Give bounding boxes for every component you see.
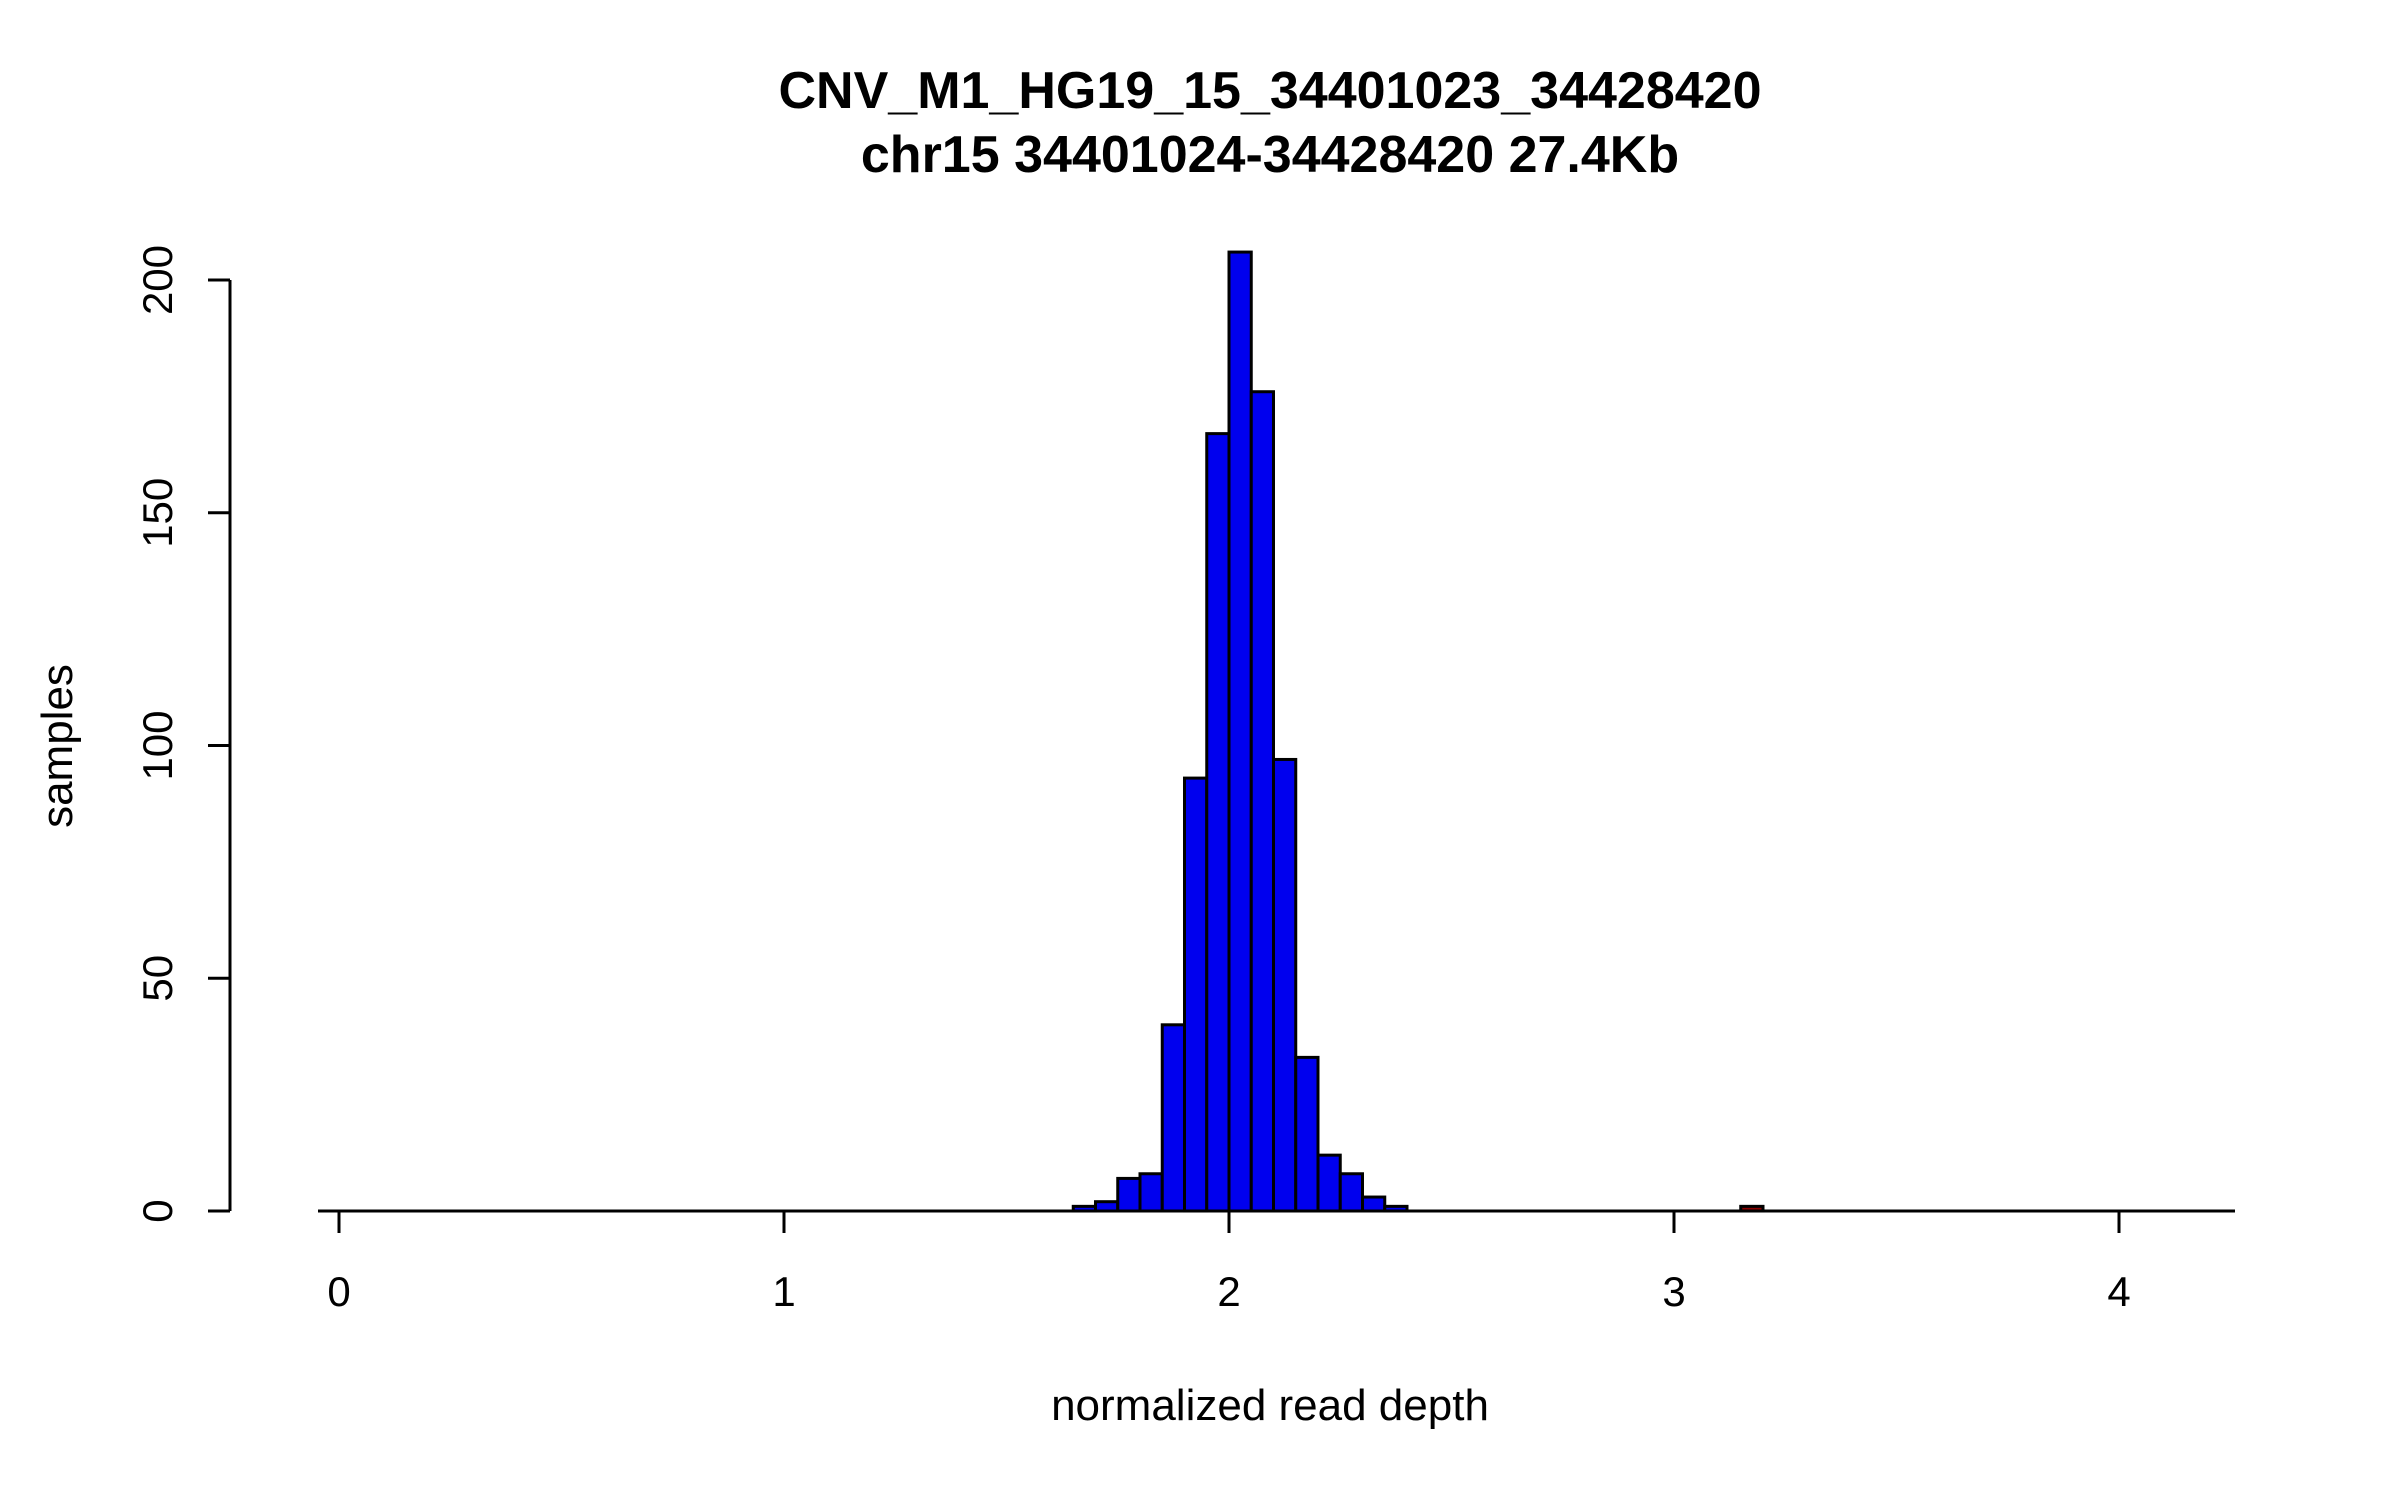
y-axis: 0 50 100 150 200 — [134, 245, 232, 1223]
histogram-bar — [1361, 1195, 1387, 1213]
x-tick-label: 2 — [1217, 1268, 1240, 1315]
histogram-bar — [1116, 1176, 1142, 1213]
x-axis: 0 1 2 3 4 — [318, 1209, 2235, 1315]
x-tick-label: 4 — [2107, 1268, 2130, 1315]
y-tick-label: 150 — [134, 478, 181, 548]
histogram-bar — [1138, 1172, 1164, 1213]
histogram-bar — [1205, 432, 1231, 1213]
y-tick-label: 50 — [134, 955, 181, 1002]
histogram-bar — [1316, 1153, 1342, 1213]
x-tick-label: 0 — [327, 1268, 350, 1315]
y-tick-label: 0 — [134, 1199, 181, 1222]
histogram-bar — [1183, 776, 1209, 1213]
y-tick-label: 100 — [134, 710, 181, 780]
y-axis-label: samples — [33, 664, 82, 828]
chart-subtitle: chr15 34401024-34428420 27.4Kb — [861, 126, 1679, 184]
histogram-bar — [1338, 1172, 1364, 1213]
chart-title: CNV_M1_HG19_15_34401023_34428420 — [778, 62, 1761, 120]
y-tick-label: 200 — [134, 245, 181, 315]
histogram-bar — [1249, 390, 1275, 1213]
histogram-bar — [1294, 1055, 1320, 1213]
x-tick-label: 3 — [1662, 1268, 1685, 1315]
histogram-bar — [1227, 250, 1253, 1213]
x-tick-label: 1 — [772, 1268, 795, 1315]
histogram-bar — [1160, 1023, 1186, 1213]
x-axis-label: normalized read depth — [1051, 1381, 1489, 1430]
histogram-bars — [1071, 250, 1765, 1213]
histogram-bar — [1272, 757, 1298, 1213]
